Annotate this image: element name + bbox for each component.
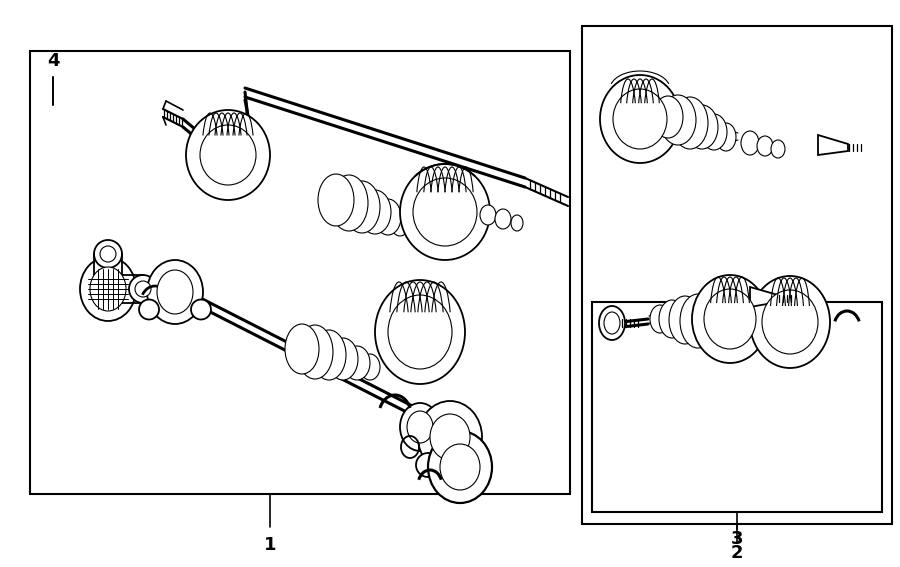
Ellipse shape — [460, 453, 484, 477]
Ellipse shape — [100, 246, 116, 262]
Ellipse shape — [129, 275, 157, 303]
Text: 4: 4 — [47, 52, 59, 70]
Ellipse shape — [407, 411, 433, 443]
Ellipse shape — [660, 95, 696, 145]
Ellipse shape — [388, 295, 452, 369]
Text: 3: 3 — [731, 530, 743, 548]
Polygon shape — [750, 287, 778, 307]
Ellipse shape — [495, 209, 511, 229]
Text: 1: 1 — [264, 536, 276, 554]
Ellipse shape — [600, 75, 680, 163]
Ellipse shape — [344, 181, 380, 233]
Ellipse shape — [94, 240, 122, 268]
Ellipse shape — [147, 260, 203, 324]
Ellipse shape — [669, 296, 701, 344]
Ellipse shape — [186, 110, 270, 200]
Ellipse shape — [359, 190, 391, 234]
Ellipse shape — [418, 401, 482, 473]
Ellipse shape — [416, 453, 440, 477]
Polygon shape — [818, 135, 848, 155]
Ellipse shape — [360, 354, 380, 380]
Ellipse shape — [297, 325, 333, 379]
Ellipse shape — [771, 140, 785, 158]
Ellipse shape — [680, 294, 716, 348]
Ellipse shape — [318, 174, 354, 226]
Ellipse shape — [191, 299, 211, 319]
Bar — [582, 26, 892, 524]
Ellipse shape — [511, 215, 523, 231]
Bar — [30, 51, 570, 494]
Ellipse shape — [135, 281, 151, 297]
Ellipse shape — [344, 346, 370, 380]
Ellipse shape — [716, 123, 736, 151]
Ellipse shape — [139, 299, 159, 319]
Ellipse shape — [375, 199, 401, 235]
Ellipse shape — [328, 338, 358, 380]
Ellipse shape — [285, 324, 319, 374]
Ellipse shape — [312, 330, 346, 380]
Ellipse shape — [693, 297, 727, 347]
Ellipse shape — [604, 312, 620, 334]
Ellipse shape — [157, 270, 193, 314]
Ellipse shape — [200, 125, 256, 185]
Ellipse shape — [90, 267, 126, 311]
Ellipse shape — [704, 289, 756, 349]
Ellipse shape — [400, 164, 490, 260]
Ellipse shape — [330, 175, 368, 231]
Ellipse shape — [440, 444, 480, 490]
Ellipse shape — [413, 178, 477, 246]
Ellipse shape — [80, 257, 136, 321]
Ellipse shape — [375, 280, 465, 384]
Ellipse shape — [762, 290, 818, 354]
Bar — [592, 302, 882, 512]
Ellipse shape — [400, 403, 440, 451]
Ellipse shape — [390, 208, 410, 236]
Ellipse shape — [653, 96, 683, 138]
Ellipse shape — [428, 431, 492, 503]
Ellipse shape — [659, 300, 685, 338]
Ellipse shape — [741, 131, 759, 155]
Ellipse shape — [692, 275, 768, 363]
Ellipse shape — [701, 114, 727, 150]
Ellipse shape — [480, 205, 496, 225]
Ellipse shape — [757, 136, 773, 156]
Ellipse shape — [430, 414, 470, 460]
Ellipse shape — [650, 305, 670, 333]
Text: 2: 2 — [731, 544, 743, 562]
Ellipse shape — [599, 306, 625, 340]
Ellipse shape — [750, 276, 830, 368]
Ellipse shape — [672, 97, 708, 149]
Ellipse shape — [613, 89, 667, 149]
Ellipse shape — [686, 105, 718, 149]
